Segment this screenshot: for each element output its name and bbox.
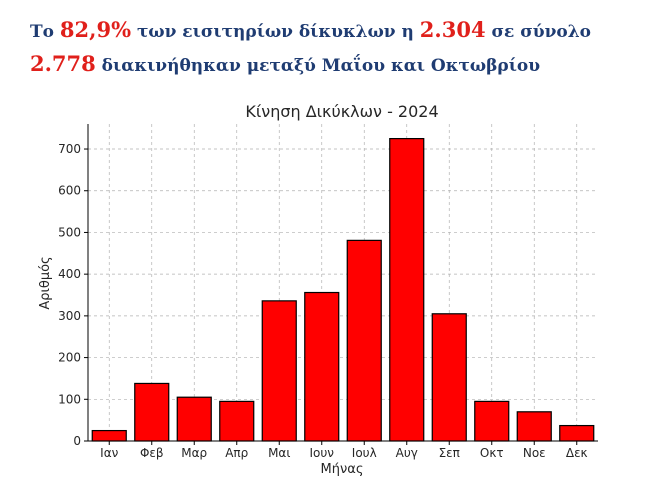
headline-text: διακινήθηκαν μεταξύ Μαΐου και Οκτωβρίου — [95, 56, 541, 76]
headline-line-1: Το 82,9% των εισιτηρίων δίκυκλων η 2.304… — [30, 14, 650, 48]
bar — [134, 382, 170, 442]
headline-total: 2.778 — [30, 51, 96, 76]
headline-text: Το — [30, 22, 60, 42]
x-tick-label: Δεκ — [566, 446, 588, 460]
x-axis-title: Μήνας — [321, 462, 364, 477]
y-axis-title: Αριθμός — [38, 256, 53, 309]
headline-percentage: 82,9% — [59, 17, 132, 42]
x-tick-label: Νοε — [523, 446, 546, 460]
axis-layer: 0 100 200 300 400 500 600 700 Ιαν Φεβ Μαρ Απρ Μαι Ιου… — [58, 124, 598, 460]
bar — [219, 400, 255, 442]
x-tick-label: Μαρ — [181, 446, 207, 460]
bar — [559, 424, 595, 442]
bar — [91, 429, 127, 442]
x-tick-label: Σεπ — [439, 446, 460, 460]
y-tick-label: 600 — [58, 184, 81, 198]
bar — [304, 291, 340, 442]
headline-line-2: 2.778 διακινήθηκαν μεταξύ Μαΐου και Οκτω… — [30, 48, 650, 82]
bar — [389, 137, 425, 442]
chart-title: Κίνηση Δικύκλων - 2024 — [245, 102, 438, 121]
bar — [431, 313, 467, 442]
x-tick-label: Οκτ — [480, 446, 504, 460]
bar — [516, 411, 552, 442]
x-tick-label: Φεβ — [140, 446, 164, 460]
bar-layer — [91, 137, 595, 442]
y-tick-label: 700 — [58, 142, 81, 156]
bar — [474, 400, 510, 442]
headline-text: σε σύνολο — [485, 22, 591, 42]
y-tick-label: 400 — [58, 267, 81, 281]
x-tick-label: Ιαν — [100, 446, 118, 460]
bar — [346, 239, 382, 442]
headline: Το 82,9% των εισιτηρίων δίκυκλων η 2.304… — [30, 14, 650, 82]
y-tick-label: 300 — [58, 309, 81, 323]
y-tick-label: 0 — [73, 434, 81, 448]
bar — [261, 300, 297, 442]
x-tick-label: Ιουλ — [352, 446, 377, 460]
headline-text: των εισιτηρίων δίκυκλων η — [131, 22, 420, 42]
x-tick-label: Ιουν — [309, 446, 334, 460]
headline-count: 2.304 — [419, 17, 486, 42]
x-tick-label: Αυγ — [396, 446, 418, 460]
y-tick-label: 500 — [58, 225, 81, 239]
x-tick-label: Απρ — [225, 446, 248, 460]
y-tick-label: 200 — [58, 351, 81, 365]
x-tick-label: Μαι — [268, 446, 290, 460]
y-tick-label: 100 — [58, 392, 81, 406]
bar — [176, 396, 212, 442]
